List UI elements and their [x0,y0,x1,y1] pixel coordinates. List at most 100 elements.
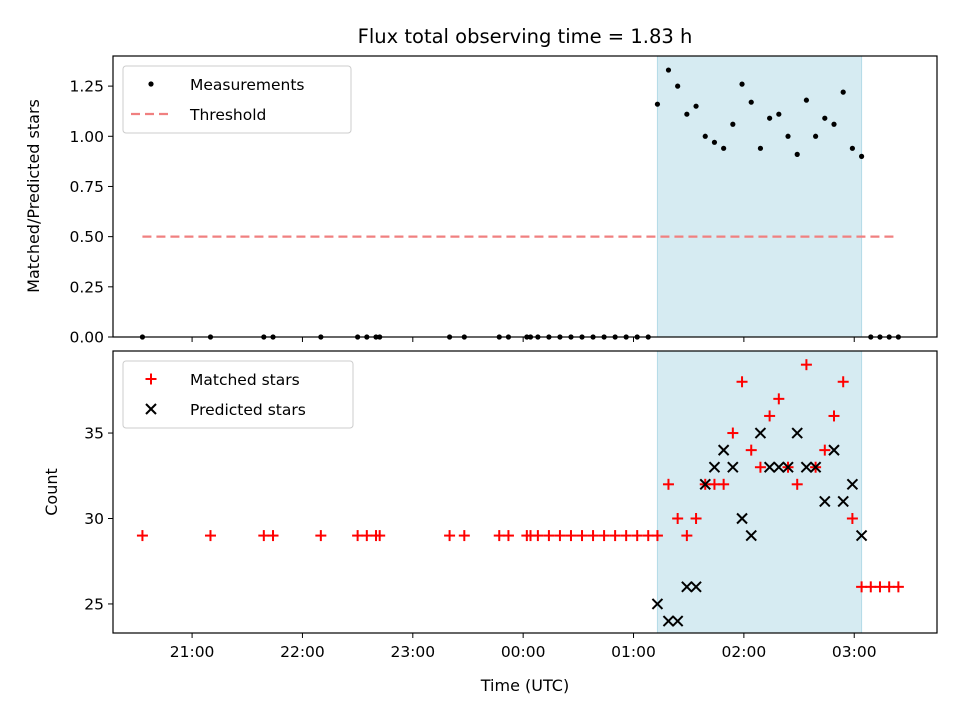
bottom-ytick-label: 25 [84,595,104,613]
predicted-star-point [782,461,794,473]
measurement-point [730,121,736,127]
predicted-star-point [837,495,849,508]
predicted-star-point [651,598,664,610]
matched-star-point [136,530,148,542]
predicted-star-stroke [791,427,803,439]
predicted-star-stroke [855,529,868,542]
xtick-label: 21:00 [170,643,215,661]
predicted-star-point [708,461,721,473]
predicted-star-stroke [736,512,748,525]
chart-title: Flux total observing time = 1.83 h [358,25,693,48]
predicted-star-stroke [782,461,794,473]
matched-star-point [554,530,566,542]
matched-star-point [828,410,840,422]
matched-star-point [458,530,470,542]
matched-star-point [598,530,610,542]
matched-star-point [819,444,831,456]
legend-box [122,65,352,134]
measurement-point [849,145,855,151]
predicted-star-point [809,461,822,473]
matched-star-point [745,444,757,456]
top-ytick-label: 0.00 [69,329,104,347]
measurement-point [822,115,828,121]
predicted-star-point [855,529,868,542]
legend-plus-icon [145,373,157,385]
predicted-star-point [754,427,767,439]
matched-star-point [754,461,766,473]
matched-star-point [576,530,588,542]
predicted-star-stroke [773,461,785,473]
predicted-star-point [699,478,711,491]
predicted-star-point [828,444,840,456]
predicted-star-point [819,495,831,508]
predicted-star-point [846,478,859,491]
measurement-point [684,111,690,117]
matched-star-point [874,581,886,593]
measurement-point [675,83,681,89]
top-ylabel: Matched/Predicted stars [24,99,43,293]
measurement-point [665,67,672,73]
predicted-star-point [690,581,702,593]
predicted-star-stroke [699,478,711,491]
matched-star-point [267,530,279,542]
matched-star-point [773,393,785,405]
predicted-star-stroke [681,581,693,593]
top-ytick-label: 1.00 [69,128,104,146]
predicted-star-stroke [754,427,767,439]
top-shaded-span [656,55,863,338]
legend-label: Threshold [189,106,266,124]
matched-star-point [892,581,904,593]
predicted-star-stroke [763,461,776,473]
measurement-point [702,133,708,139]
legend-label: Measurements [190,76,305,94]
matched-star-point [800,359,812,371]
matched-star-point [374,530,386,542]
matched-star-point [543,530,555,542]
matched-star-point [662,478,674,490]
predicted-star-stroke [828,444,840,456]
matched-star-point [727,427,739,439]
matched-star-point [642,530,654,542]
legend-label: Matched stars [190,371,300,389]
predicted-star-point [791,427,803,439]
measurement-point [757,145,764,151]
top-panel: 0.00 0.25 0.50 0.75 1.00 1.25 Measurements Thre… [69,55,938,347]
matched-star-point [532,530,544,542]
matched-star-point [718,478,730,490]
predicted-star-point [727,461,739,473]
matched-star-point [609,530,621,542]
matched-star-point [651,530,663,542]
predicted-star-point [662,615,675,627]
bottom-axes-frame [112,350,938,634]
top-ytick-label: 0.50 [69,228,104,246]
xtick-label: 23:00 [390,643,435,661]
predicted-star-point [717,444,730,456]
predicted-star-stroke [837,495,849,508]
measurement-point [813,133,819,139]
measurement-point [767,115,773,121]
measurement-point [739,81,745,87]
top-ytick-label: 1.25 [69,78,104,96]
predicted-star-stroke [819,495,831,508]
predicted-star-stroke [651,598,664,610]
matched-star-point [444,530,456,542]
matched-star-point [681,530,693,542]
matched-star-point [361,530,373,542]
predicted-star-point [681,581,693,593]
predicted-star-point [671,615,684,627]
matched-star-point [791,478,803,490]
predicted-star-stroke [662,615,675,627]
predicted-star-stroke [846,478,859,491]
matched-star-point [856,581,868,593]
legend-label: Predicted stars [190,401,306,419]
predicted-star-stroke [800,461,813,473]
measurement-point [858,153,865,159]
predicted-star-point [773,461,785,473]
bottom-ytick-label: 30 [84,510,104,528]
top-axes-frame [112,55,938,338]
matched-star-point [672,512,684,524]
matched-star-point [736,376,748,388]
matched-star-point [846,512,858,524]
predicted-star-point [800,461,813,473]
bottom-panel: 25 30 35 21:00 22:00 23:00 00:00 01:00 02:00 03:0… [84,350,938,661]
